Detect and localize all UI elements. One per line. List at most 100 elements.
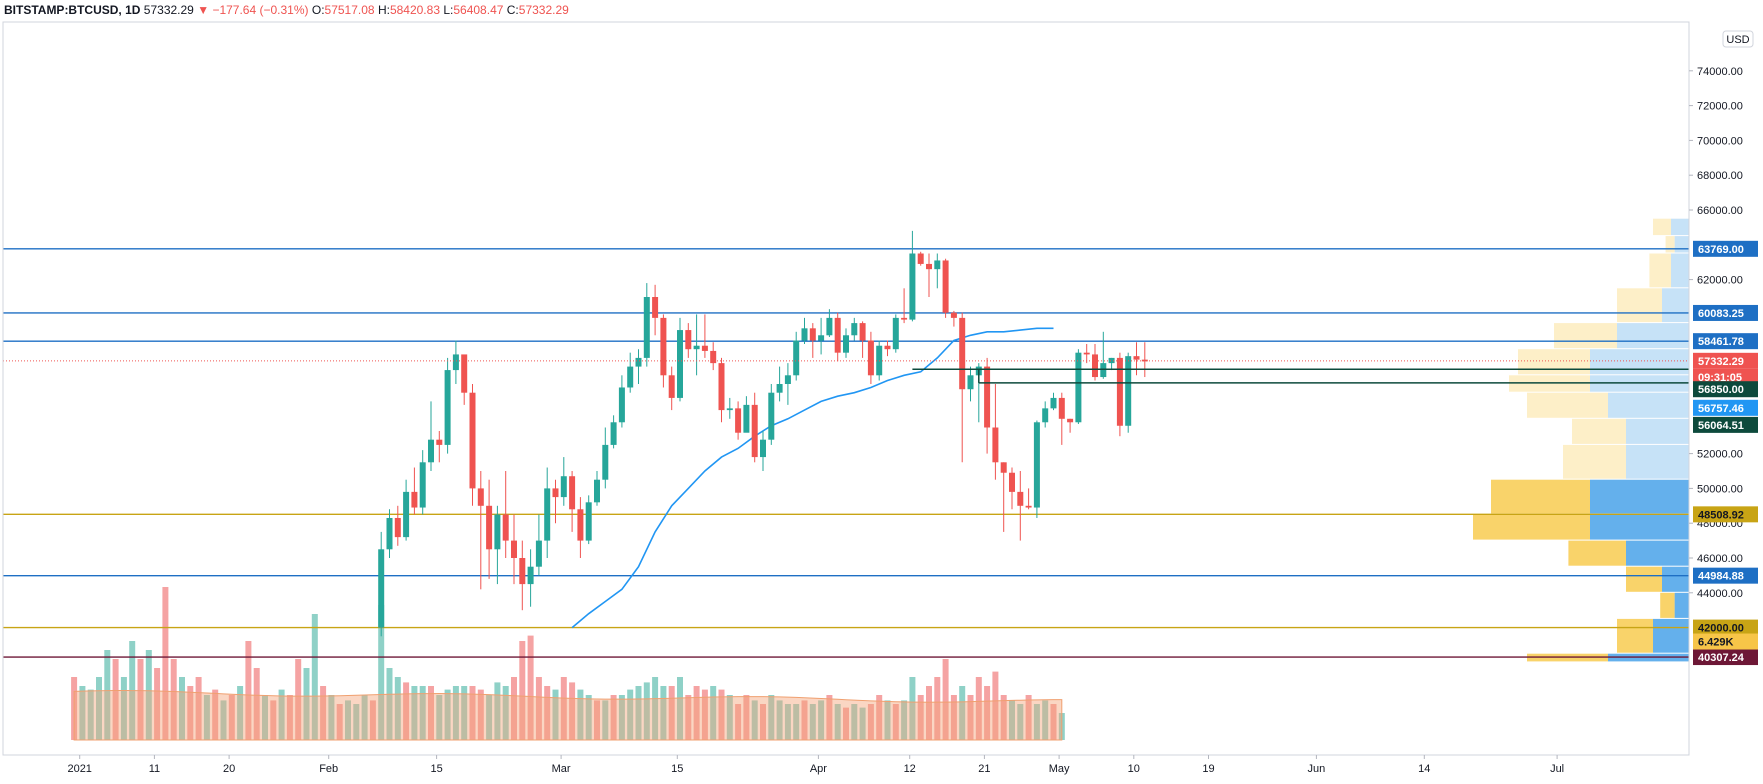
volume-bar — [154, 668, 161, 740]
price-tag[interactable] — [1693, 649, 1758, 666]
price-axis-tags: 63769.00 60083.25 58461.78 48508.92 44984.88… — [1693, 240, 1758, 666]
candle-body — [386, 517, 393, 550]
price-tag[interactable] — [1693, 352, 1758, 369]
candle-body — [519, 558, 526, 585]
price-tag-label: 6.429K — [1698, 637, 1734, 649]
candle-body — [1058, 397, 1065, 419]
price-tag-label: 60083.25 — [1698, 308, 1744, 320]
volume-bar — [104, 650, 111, 740]
volume-bar — [867, 704, 874, 740]
candle-body — [751, 404, 758, 458]
price-tick-label: 66000.00 — [1697, 205, 1743, 217]
volume-bar — [685, 695, 692, 740]
range-boxes — [912, 368, 1689, 384]
candle-body — [618, 387, 625, 423]
volume-bar — [170, 659, 177, 740]
candle-body — [942, 260, 949, 313]
volume-bar — [677, 677, 683, 740]
low-label: L: — [443, 3, 454, 17]
volume-bar — [486, 695, 493, 740]
volume-bar — [477, 689, 484, 740]
price-tag[interactable] — [1693, 506, 1758, 523]
candle-body — [959, 317, 966, 390]
volume-profile-down — [1554, 323, 1617, 349]
volume-bar — [1025, 695, 1032, 740]
candle-body — [926, 263, 932, 270]
open-label: O: — [311, 3, 325, 17]
candle-body — [677, 330, 683, 398]
time-tick-label: Jun — [1308, 763, 1326, 775]
volume-bar — [1050, 704, 1057, 740]
volume-bar — [96, 677, 102, 740]
price-tick-label: 72000.00 — [1697, 101, 1743, 113]
volume-bar — [444, 689, 451, 740]
volume-bar — [112, 659, 119, 740]
volume-profile-up — [1653, 618, 1689, 653]
candle-body — [469, 392, 476, 489]
volume-profile-up — [1671, 218, 1689, 236]
close-value: 57332.29 — [518, 3, 569, 17]
time-tick-label: 15 — [671, 763, 683, 775]
candle-body — [685, 330, 692, 350]
volume-bar — [286, 695, 293, 740]
price-tag[interactable] — [1693, 333, 1758, 350]
volume-bar — [992, 671, 999, 740]
candle-body — [710, 350, 717, 364]
price-tag[interactable] — [1693, 399, 1758, 416]
time-axis[interactable]: 2021 11 20 Feb 15 Mar 15 Apr 12 21 May 10 19 Jun 14 Jul — [67, 755, 1564, 775]
currency-badge[interactable]: USD — [1722, 30, 1754, 48]
volume-bar — [901, 700, 908, 740]
volume-bar — [220, 700, 227, 740]
volume-profile-down — [1653, 218, 1671, 236]
price-tag[interactable] — [1693, 368, 1758, 385]
price-tag[interactable] — [1693, 633, 1758, 650]
volume-ma-area — [73, 690, 1063, 741]
time-tick-label: 11 — [149, 763, 160, 775]
volume-profile-down — [1572, 418, 1626, 444]
volume-bar — [768, 695, 775, 740]
candle-body — [784, 375, 791, 384]
price-tag-label: 44984.88 — [1698, 571, 1744, 583]
price-tag[interactable] — [1693, 416, 1758, 433]
price-tick-label: 52000.00 — [1697, 449, 1743, 461]
candle-body — [428, 439, 434, 463]
candle-body — [760, 439, 766, 458]
volume-bar — [959, 686, 966, 740]
volume-bar — [784, 704, 791, 740]
candle-body — [1017, 491, 1024, 506]
volume-bar — [436, 695, 443, 740]
volume-bar — [793, 704, 800, 740]
price-tag[interactable] — [1693, 381, 1758, 398]
price-tag[interactable] — [1693, 304, 1758, 321]
volume-bar — [195, 677, 202, 740]
candle-body — [1092, 354, 1098, 378]
currency-label: USD — [1726, 34, 1749, 46]
price-tag[interactable] — [1693, 619, 1758, 636]
price-tag[interactable] — [1693, 240, 1758, 257]
candle-body — [577, 509, 584, 541]
candle-body — [544, 488, 551, 541]
price-tag[interactable] — [1693, 567, 1758, 584]
moving-average-line — [571, 327, 1054, 629]
volume-profile-down — [1563, 444, 1626, 479]
volume-bar — [1033, 704, 1040, 740]
candle-body — [411, 491, 418, 508]
candle-body — [585, 502, 592, 541]
price-tag-label: 48508.92 — [1698, 509, 1744, 521]
candle-body — [378, 549, 385, 628]
candle-body — [394, 517, 401, 538]
candle-body — [768, 392, 775, 440]
volume-profile-down — [1568, 540, 1626, 566]
volume-profile-up — [1662, 566, 1689, 592]
volume-bar — [627, 689, 634, 740]
candle-body — [917, 253, 924, 264]
volume-bar — [851, 704, 858, 740]
symbol-label[interactable]: BITSTAMP:BTCUSD, 1D — [4, 3, 141, 17]
candle-body — [461, 354, 468, 393]
time-tick-label: 10 — [1128, 763, 1140, 775]
volume-bar — [228, 695, 235, 740]
candle-body — [602, 444, 609, 480]
candle-body — [1067, 418, 1074, 423]
volume-bar — [826, 695, 833, 740]
